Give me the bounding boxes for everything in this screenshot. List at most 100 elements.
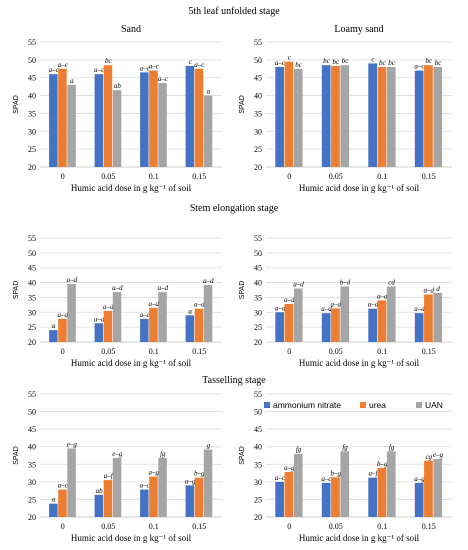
bar <box>424 65 433 167</box>
y-axis-label: SPAD <box>239 281 246 300</box>
y-tick-label: 50 <box>28 408 36 417</box>
y-tick-label: 25 <box>28 495 36 504</box>
bar <box>112 457 122 517</box>
bar <box>275 67 284 167</box>
significance-label: a–d <box>331 300 342 308</box>
significance-label: a <box>207 88 211 96</box>
y-tick-label: 55 <box>254 390 262 399</box>
x-tick-label: 0.05 <box>329 172 343 181</box>
y-tick-label: 50 <box>254 249 262 258</box>
significance-label: ab <box>96 487 104 495</box>
y-axis-label: SPAD <box>13 446 20 465</box>
x-tick-label: 0.15 <box>192 172 206 181</box>
y-tick-label: 25 <box>254 145 262 154</box>
significance-label: a–c <box>94 66 105 74</box>
significance-label: a–d <box>149 300 160 308</box>
charts-group: Sand2025303540455055SPADa–ca–ca0a–cbcab0… <box>13 24 452 543</box>
significance-label: a–c <box>414 63 425 71</box>
x-tick-label: 0.05 <box>329 347 343 356</box>
significance-label: b–g <box>194 470 205 478</box>
bar <box>321 482 331 517</box>
y-tick-label: 40 <box>254 92 262 101</box>
y-tick-label: 50 <box>254 56 262 65</box>
x-tick-label: 0.1 <box>149 522 159 531</box>
bar <box>203 284 213 342</box>
y-tick-label: 35 <box>28 460 36 469</box>
y-tick-label: 35 <box>254 109 262 118</box>
x-axis-label: Humic acid dose in g kg⁻¹ of soil <box>299 533 420 543</box>
y-tick-label: 55 <box>28 38 36 47</box>
bar <box>58 318 67 342</box>
x-tick-label: 0.15 <box>422 347 436 356</box>
significance-label: a–d <box>377 292 388 300</box>
significance-label: a–c <box>275 474 286 482</box>
significance-label: bc <box>342 57 350 65</box>
significance-label: a–d <box>275 304 286 312</box>
significance-label: e–g <box>112 450 123 458</box>
bar <box>414 70 424 167</box>
significance-label: a–d <box>67 276 78 284</box>
significance-label: fg <box>296 446 302 454</box>
x-tick-label: 0.15 <box>192 347 206 356</box>
significance-label: bc <box>388 59 396 67</box>
significance-label: fg <box>342 443 348 451</box>
y-tick-label: 35 <box>28 109 36 118</box>
bar <box>94 74 104 167</box>
bar <box>140 72 149 167</box>
bar <box>414 482 424 517</box>
significance-label: a–d <box>203 277 214 285</box>
y-tick-label: 45 <box>254 425 262 434</box>
significance-label: a–d <box>103 303 114 311</box>
bar <box>103 310 113 342</box>
x-tick-label: 0.1 <box>377 522 387 531</box>
significance-label: a–c <box>194 61 205 69</box>
significance-label: a–d <box>58 311 69 319</box>
stage-title-2: Stem elongation stage <box>190 203 279 214</box>
bar <box>433 292 443 342</box>
significance-label: a–g <box>414 475 425 483</box>
significance-label: fg <box>389 443 395 451</box>
y-tick-label: 55 <box>28 234 36 243</box>
y-tick-label: 40 <box>254 279 262 288</box>
bar <box>149 70 158 167</box>
bar <box>203 449 213 517</box>
x-axis-label: Humic acid dose in g kg⁻¹ of soil <box>299 358 420 368</box>
stage-title-1: 5th leaf unfolded stage <box>188 6 280 17</box>
legend-swatch <box>264 402 270 408</box>
bar <box>293 453 303 517</box>
x-tick-label: 0 <box>287 172 291 181</box>
x-tick-label: 0 <box>287 522 291 531</box>
bar <box>331 477 340 517</box>
bar <box>340 451 350 517</box>
bar <box>158 83 167 167</box>
x-tick-label: 0.05 <box>329 522 343 531</box>
y-axis-label: SPAD <box>239 446 246 465</box>
y-tick-label: 30 <box>28 308 36 317</box>
y-tick-label: 45 <box>28 74 36 83</box>
bar <box>149 476 158 517</box>
bar <box>331 65 340 167</box>
x-tick-label: 0.05 <box>101 172 115 181</box>
y-tick-label: 40 <box>28 443 36 452</box>
bar <box>340 286 350 342</box>
y-tick-label: 55 <box>254 234 262 243</box>
x-axis-label: Humic acid dose in g kg⁻¹ of soil <box>71 533 192 543</box>
chart-title: Sand <box>121 24 141 35</box>
significance-label: bc <box>323 57 331 65</box>
significance-label: a–d <box>414 305 425 313</box>
significance-label: bc <box>435 59 443 67</box>
y-tick-label: 55 <box>254 38 262 47</box>
y-tick-label: 25 <box>254 495 262 504</box>
y-tick-label: 30 <box>28 478 36 487</box>
x-axis-label: Humic acid dose in g kg⁻¹ of soil <box>71 183 192 193</box>
significance-label: a <box>52 322 56 330</box>
bar <box>194 308 204 342</box>
y-tick-label: 35 <box>254 293 262 302</box>
significance-label: g <box>207 442 211 450</box>
bar <box>293 68 303 167</box>
significance-label: e–g <box>433 451 444 459</box>
bar <box>340 65 350 167</box>
chart-panel-5: 2025303540455055SPADaa–ce–g0aba–fe–g0.05… <box>13 390 222 543</box>
y-tick-label: 35 <box>28 293 36 302</box>
